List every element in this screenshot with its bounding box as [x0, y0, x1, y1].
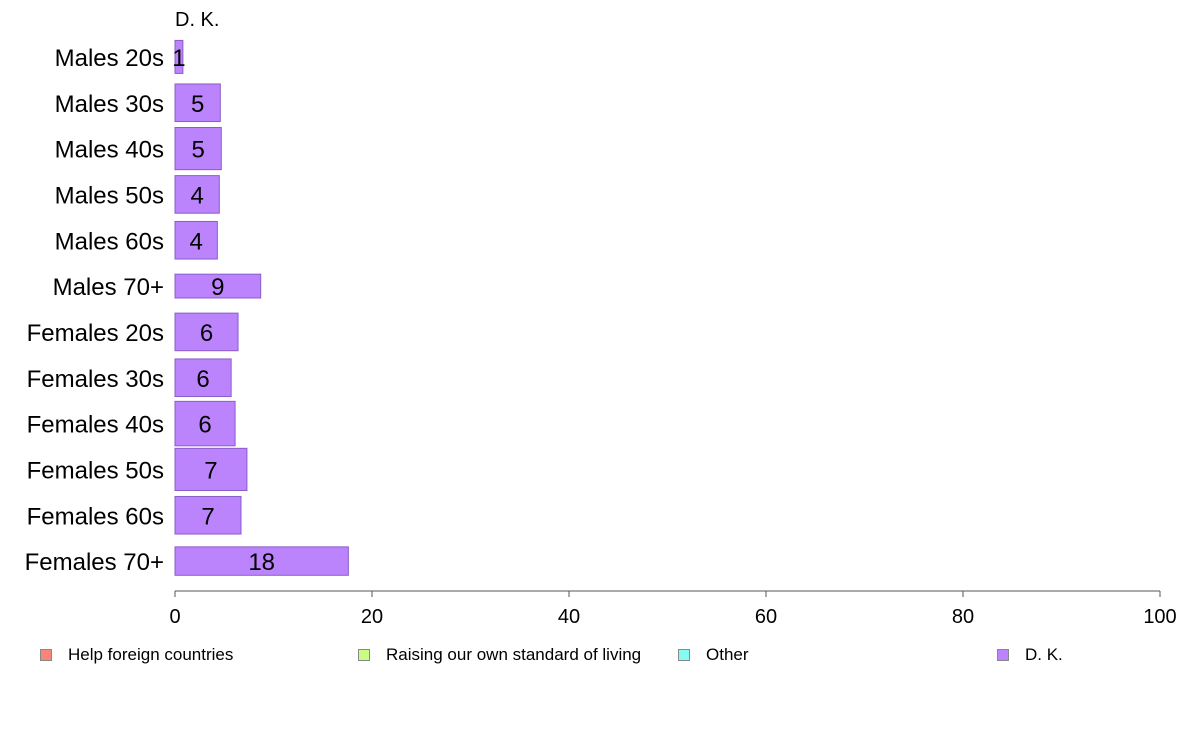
bar: [174, 127, 222, 171]
bar: [174, 495, 242, 535]
category-label: Females 70+: [25, 549, 164, 576]
bar: [174, 447, 248, 492]
bar: [174, 175, 220, 214]
x-tick-label: 0: [169, 606, 180, 628]
bar: [174, 400, 236, 447]
bar-value-label: 6: [196, 366, 209, 393]
legend-swatch: [40, 649, 52, 661]
category-label: Males 40s: [55, 137, 164, 164]
legend-item-help-foreign: Help foreign countries: [40, 645, 233, 665]
bar: [174, 83, 221, 123]
category-label: Females 30s: [27, 366, 164, 393]
legend: Help foreign countries Raising our own s…: [0, 645, 1188, 667]
bar-value-label: 5: [191, 91, 204, 118]
legend-item-dk: D. K.: [997, 645, 1063, 665]
x-tick-label: 80: [952, 606, 974, 628]
legend-label: Raising our own standard of living: [386, 645, 642, 664]
series-top-label: D. K.: [175, 9, 219, 31]
bar-value-label: 7: [201, 503, 214, 530]
bar-value-label: 6: [200, 320, 213, 347]
x-tick-label: 60: [755, 606, 777, 628]
x-tick-label: 40: [558, 606, 580, 628]
category-label: Males 70+: [53, 274, 164, 301]
bar-value-label: 9: [211, 274, 224, 301]
category-label: Females 60s: [27, 503, 164, 530]
legend-swatch: [358, 649, 370, 661]
legend-item-other: Other: [678, 645, 749, 665]
x-tick-label: 20: [361, 606, 383, 628]
bar-value-label: 18: [248, 549, 275, 576]
bar-value-label: 1: [172, 45, 185, 72]
bar: [174, 273, 262, 299]
category-label: Females 50s: [27, 457, 164, 484]
legend-swatch: [678, 649, 690, 661]
bar-value-label: 4: [190, 182, 203, 209]
bar: [174, 312, 239, 352]
bar-value-label: 7: [204, 457, 217, 484]
legend-item-raising-standard: Raising our own standard of living: [358, 645, 641, 665]
category-label: Males 50s: [55, 182, 164, 209]
bar: [174, 220, 218, 260]
x-tick-label: 100: [1143, 606, 1176, 628]
legend-label: D. K.: [1025, 645, 1063, 664]
chart: D. K. 1 Males 20s 5 Males 30s 5 Males 40s 4 Male…: [25, 9, 1177, 628]
category-label: Males 30s: [55, 91, 164, 118]
bar: [174, 358, 232, 398]
legend-label: Other: [706, 645, 749, 664]
category-label: Males 20s: [55, 45, 164, 72]
bar: [174, 546, 349, 576]
bar: [174, 39, 184, 74]
category-label: Females 20s: [27, 320, 164, 347]
legend-swatch: [997, 649, 1009, 661]
bar-value-label: 4: [189, 228, 202, 255]
category-label: Females 40s: [27, 412, 164, 439]
category-label: Males 60s: [55, 228, 164, 255]
bar-value-label: 5: [191, 137, 204, 164]
legend-label: Help foreign countries: [68, 645, 234, 664]
bar-value-label: 6: [198, 412, 211, 439]
